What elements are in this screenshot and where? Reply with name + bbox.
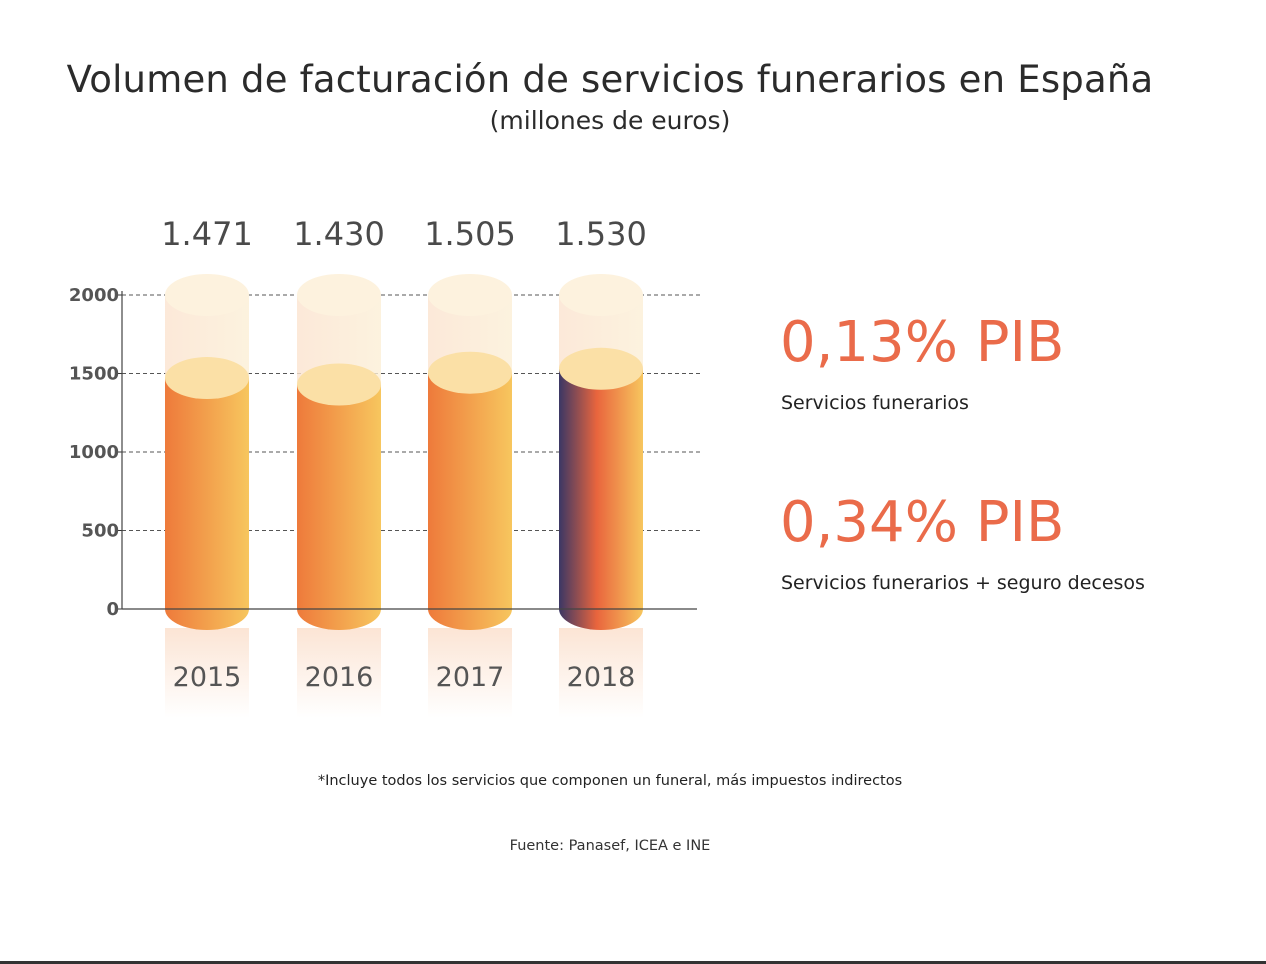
bar-chart: 0 500 1000 1500 2000 1.471 2015 1.430 2016 1.505… [69, 215, 700, 718]
reflection-2015 [165, 628, 249, 718]
bar-top-2018 [559, 347, 643, 390]
category-label-2017: 2017 [436, 662, 505, 693]
ghost-cap-2018 [559, 274, 643, 316]
ytick-label-2000: 2000 [69, 285, 119, 306]
ytick-label-1500: 1500 [69, 364, 119, 385]
value-label-2015: 1.471 [161, 215, 253, 253]
value-label-2018: 1.530 [555, 215, 647, 253]
ghost-cap-2017 [428, 274, 512, 316]
bottom-divider [0, 961, 1266, 964]
reflection-2018 [559, 628, 643, 718]
stat-gdp-funeral-plus-insurance: 0,34% PIB [780, 490, 1065, 555]
bar-2017 [428, 372, 512, 609]
stat-gdp-funeral-services-label: Servicios funerarios [781, 392, 969, 414]
reflection-2016 [297, 628, 381, 718]
chart-subtitle: (millones de euros) [489, 106, 731, 135]
bar-2018 [559, 368, 643, 609]
category-label-2018: 2018 [567, 662, 636, 693]
ytick-label-0: 0 [106, 599, 119, 620]
category-label-2015: 2015 [173, 662, 242, 693]
source-note: Fuente: Panasef, ICEA e INE [509, 838, 711, 854]
category-label-2016: 2016 [305, 662, 374, 693]
ghost-cap-2016 [297, 274, 381, 316]
value-label-2017: 1.505 [424, 215, 516, 253]
ytick-label-1000: 1000 [69, 442, 119, 463]
bar-2015 [165, 378, 249, 609]
bar-top-2017 [428, 351, 512, 394]
bar-2016 [297, 384, 381, 609]
chart-title: Volumen de facturación de servicios fune… [66, 58, 1154, 101]
ghost-cap-2015 [165, 274, 249, 316]
stat-gdp-funeral-services: 0,13% PIB [780, 310, 1065, 375]
stat-gdp-funeral-plus-insurance-label: Servicios funerarios + seguro decesos [781, 572, 1145, 594]
reflection-2017 [428, 628, 512, 718]
ytick-label-500: 500 [81, 521, 119, 542]
footnote: *Incluye todos los servicios que compone… [317, 773, 903, 789]
value-label-2016: 1.430 [293, 215, 385, 253]
bar-top-2015 [165, 357, 249, 400]
bar-top-2016 [297, 363, 381, 406]
